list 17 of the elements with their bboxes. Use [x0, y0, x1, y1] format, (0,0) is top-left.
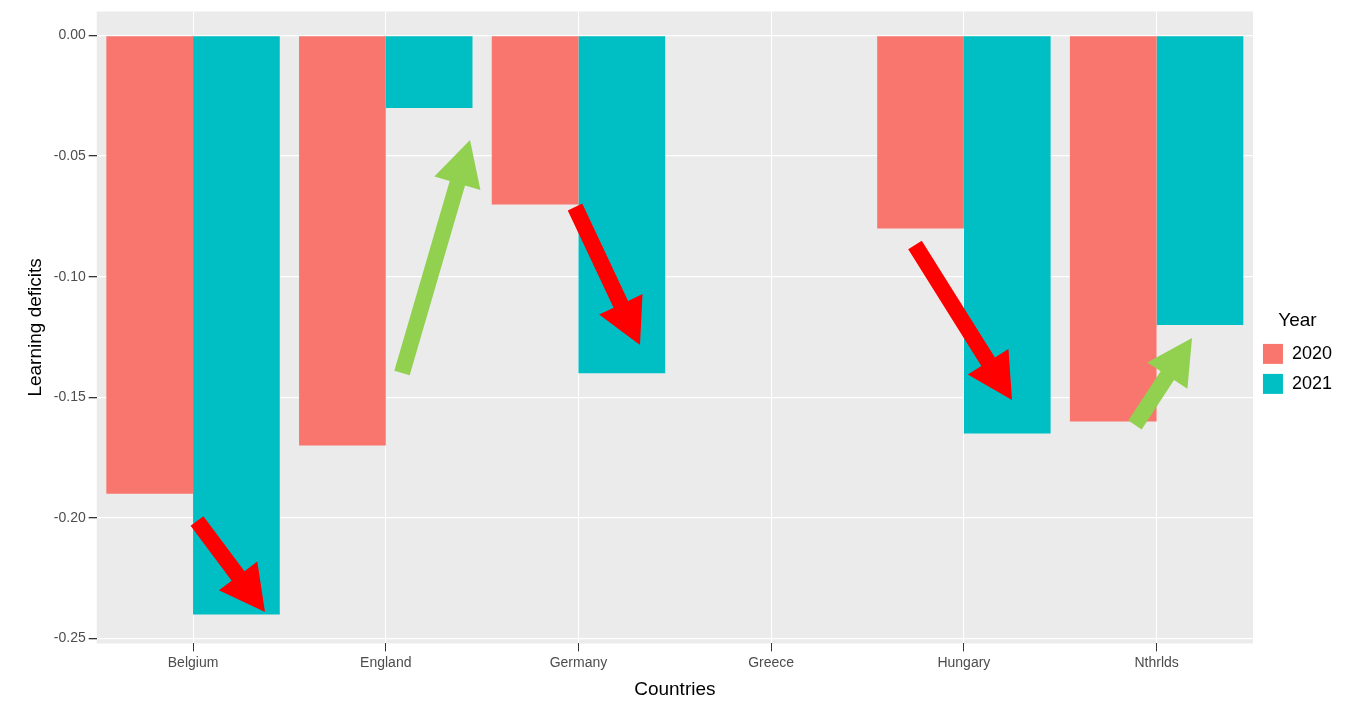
- x-tick-label: Hungary: [937, 653, 991, 670]
- y-tick-label: -0.25: [53, 629, 86, 646]
- legend-title: Year: [1278, 308, 1318, 330]
- x-tick-label: Germany: [549, 653, 608, 670]
- x-tick-label: England: [360, 653, 412, 670]
- y-tick-label: 0.00: [58, 26, 86, 43]
- y-tick-label: -0.20: [53, 508, 86, 525]
- y-axis-title: Learning deficits: [23, 258, 45, 397]
- x-tick-label: Nthrlds: [1134, 653, 1179, 670]
- y-tick-label: -0.10: [53, 267, 86, 284]
- legend-label: 2021: [1291, 372, 1332, 393]
- x-tick-label: Greece: [748, 653, 795, 670]
- legend-label: 2020: [1291, 342, 1332, 363]
- y-tick-label: -0.05: [53, 146, 86, 163]
- y-tick-label: -0.15: [53, 388, 86, 405]
- x-axis-title: Countries: [634, 677, 716, 699]
- x-tick-label: Belgium: [167, 653, 219, 670]
